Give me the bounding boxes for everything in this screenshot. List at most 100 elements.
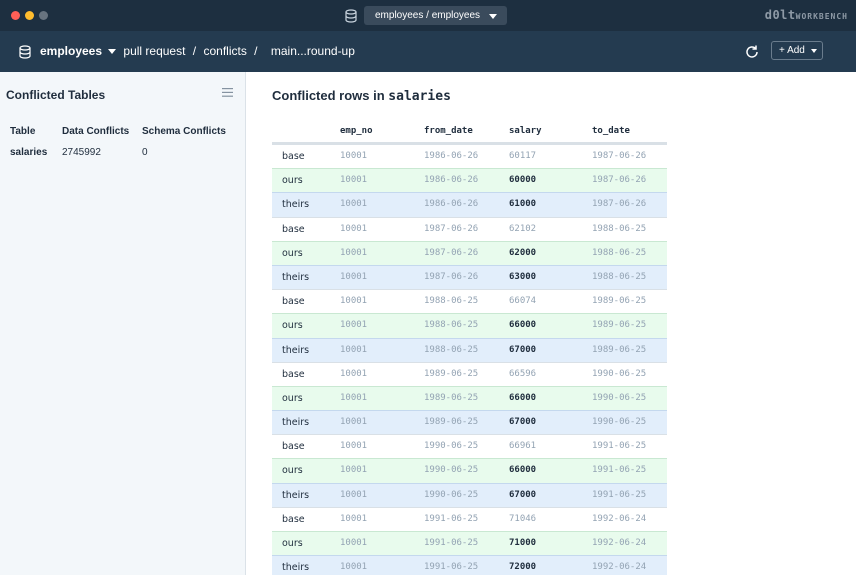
breadcrumb: employees pull request / conflicts / mai…	[40, 44, 355, 58]
conflict-row-theirs[interactable]: theirs 10001 1988-06-25 67000 1989-06-25	[272, 337, 667, 362]
cell-salary: 62000	[509, 247, 537, 258]
cell-from-date: 1991-06-25	[424, 562, 479, 573]
conflict-row-base[interactable]: base 10001 1988-06-25 66074 1989-06-25	[272, 289, 667, 314]
grid-body: base 10001 1986-06-26 60117 1987-06-26 ours 10…	[272, 144, 667, 575]
cell-emp-no: 10001	[340, 513, 368, 524]
cell-to-date: 1992-06-24	[592, 562, 647, 573]
connection-select-label: employees / employees	[375, 10, 481, 21]
conflict-row-theirs[interactable]: theirs 10001 1989-06-25 67000 1990-06-25	[272, 410, 667, 435]
row-type-label: base	[282, 151, 305, 162]
cell-to-date: 1987-06-26	[592, 151, 647, 161]
schema-conflicts-count: 0	[142, 147, 148, 158]
row-type-label: base	[282, 296, 305, 308]
conflict-row-ours[interactable]: ours 10001 1988-06-25 66000 1989-06-25	[272, 313, 667, 338]
cell-to-date: 1990-06-25	[592, 368, 647, 379]
cell-from-date: 1990-06-25	[424, 489, 479, 500]
cell-from-date: 1986-06-26	[424, 175, 479, 186]
conflict-row-ours[interactable]: ours 10001 1989-06-25 66000 1990-06-25	[272, 385, 667, 411]
cell-to-date: 1989-06-25	[592, 344, 647, 355]
add-button[interactable]: + Add	[771, 41, 823, 60]
add-button-label: + Add	[779, 45, 805, 56]
column-header-data-conflicts: Data Conflicts	[62, 126, 130, 137]
row-type-label: theirs	[282, 271, 310, 283]
cell-from-date: 1988-06-25	[424, 320, 479, 331]
row-type-label: theirs	[282, 344, 310, 356]
cell-from-date: 1990-06-25	[424, 441, 479, 452]
cell-salary: 67000	[509, 489, 537, 500]
conflict-row-ours[interactable]: ours 10001 1986-06-26 60000 1987-06-26	[272, 168, 667, 193]
row-type-label: base	[282, 223, 305, 235]
chevron-down-icon[interactable]	[108, 48, 117, 54]
cell-emp-no: 10001	[340, 465, 368, 476]
conflict-row-theirs[interactable]: theirs 10001 1987-06-26 63000 1988-06-25	[272, 264, 667, 290]
cell-from-date: 1987-06-26	[424, 271, 479, 282]
row-type-label: theirs	[282, 562, 310, 574]
database-icon	[19, 45, 31, 59]
refresh-icon[interactable]	[744, 44, 760, 60]
cell-to-date: 1991-06-25	[592, 465, 647, 476]
cell-to-date: 1990-06-25	[592, 417, 647, 428]
cell-to-date: 1990-06-25	[592, 392, 647, 403]
column-header-emp-no: emp_no	[340, 126, 373, 136]
cell-emp-no: 10001	[340, 320, 368, 331]
chevron-down-icon	[489, 14, 497, 19]
conflict-row-base[interactable]: base 10001 1987-06-26 62102 1988-06-25	[272, 216, 667, 241]
data-conflicts-count: 2745992	[62, 147, 101, 158]
conflict-row-base[interactable]: base 10001 1986-06-26 60117 1987-06-26	[272, 144, 667, 169]
cell-from-date: 1990-06-25	[424, 465, 479, 476]
conflict-row-base[interactable]: base 10001 1990-06-25 66961 1991-06-25	[272, 434, 667, 459]
window-titlebar: employees / employees d0ltWORKBENCH	[0, 0, 856, 31]
menu-icon[interactable]	[222, 88, 233, 97]
row-type-label: ours	[282, 175, 303, 187]
breadcrumb-separator: /	[254, 44, 258, 58]
cell-emp-no: 10001	[340, 199, 368, 210]
breadcrumb-separator: /	[192, 44, 197, 58]
chevron-down-icon	[811, 49, 817, 53]
column-header-to-date: to_date	[592, 126, 630, 136]
cell-from-date: 1987-06-26	[424, 247, 479, 258]
row-type-label: theirs	[282, 489, 310, 501]
breadcrumb-pull-request[interactable]: pull request	[123, 44, 186, 58]
cell-salary: 60000	[509, 175, 537, 186]
conflict-row-ours[interactable]: ours 10001 1991-06-25 71000 1992-06-24	[272, 531, 667, 556]
cell-salary: 66000	[509, 465, 537, 476]
cell-salary: 66074	[509, 296, 537, 307]
cell-from-date: 1988-06-25	[424, 344, 479, 355]
row-type-label: ours	[282, 247, 303, 259]
conflict-row-ours[interactable]: ours 10001 1990-06-25 66000 1991-06-25	[272, 458, 667, 483]
cell-emp-no: 10001	[340, 344, 368, 355]
cell-emp-no: 10001	[340, 296, 368, 307]
cell-emp-no: 10001	[340, 417, 368, 428]
cell-salary: 60117	[509, 151, 537, 161]
conflict-row-base[interactable]: base 10001 1989-06-25 66596 1990-06-25	[272, 361, 667, 386]
cell-to-date: 1987-06-26	[592, 175, 647, 186]
connection-select[interactable]: employees / employees	[364, 6, 507, 25]
conflict-row-theirs[interactable]: theirs 10001 1991-06-25 72000 1992-06-24	[272, 555, 667, 575]
row-type-label: base	[282, 368, 305, 380]
cell-emp-no: 10001	[340, 441, 368, 452]
conflict-row-theirs[interactable]: theirs 10001 1986-06-26 61000 1987-06-26	[272, 192, 667, 217]
zoom-window-button[interactable]	[39, 11, 48, 20]
conflict-row-ours[interactable]: ours 10001 1987-06-26 62000 1988-06-25	[272, 240, 667, 265]
column-header-schema-conflicts: Schema Conflicts	[142, 126, 226, 137]
row-type-label: base	[282, 441, 305, 453]
cell-to-date: 1988-06-25	[592, 223, 647, 234]
close-window-button[interactable]	[11, 11, 20, 20]
cell-salary: 66596	[509, 368, 537, 379]
cell-salary: 71046	[509, 513, 537, 524]
breadcrumb-conflicts[interactable]: conflicts	[203, 44, 247, 58]
minimize-window-button[interactable]	[25, 11, 34, 20]
cell-to-date: 1989-06-25	[592, 320, 647, 331]
row-type-label: ours	[282, 538, 303, 549]
cell-from-date: 1988-06-25	[424, 296, 479, 307]
conflict-row-base[interactable]: base 10001 1991-06-25 71046 1992-06-24	[272, 506, 667, 531]
conflict-row-theirs[interactable]: theirs 10001 1990-06-25 67000 1991-06-25	[272, 482, 667, 507]
page-title: Conflicted rows in salaries	[272, 88, 451, 104]
cell-emp-no: 10001	[340, 392, 368, 403]
sidebar-title: Conflicted Tables	[6, 88, 106, 102]
breadcrumb-database[interactable]: employees	[40, 44, 103, 58]
row-type-label: ours	[282, 392, 303, 404]
breadcrumb-branch[interactable]: main...round-up	[270, 44, 355, 58]
table-name[interactable]: salaries	[10, 147, 48, 158]
cell-emp-no: 10001	[340, 489, 368, 500]
